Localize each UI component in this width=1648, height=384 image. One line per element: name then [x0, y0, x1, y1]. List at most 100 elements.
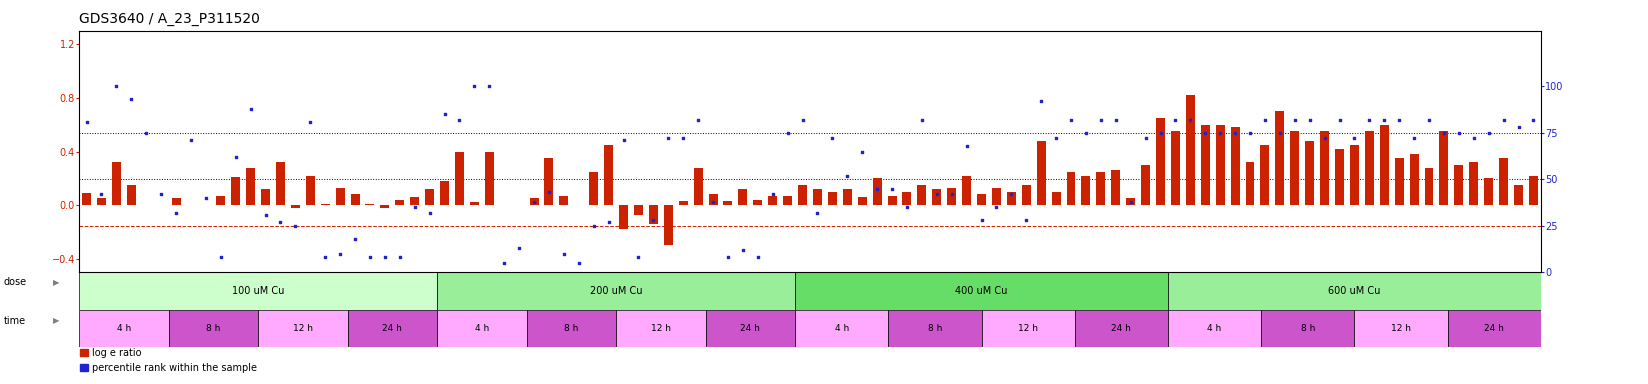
- Point: [878, 185, 905, 192]
- Point: [1103, 117, 1129, 123]
- Point: [745, 254, 771, 260]
- Point: [193, 195, 219, 201]
- Point: [1147, 130, 1173, 136]
- Bar: [410, 197, 419, 205]
- Bar: [336, 188, 344, 205]
- Point: [610, 137, 636, 143]
- Point: [1505, 124, 1531, 131]
- Point: [1341, 136, 1368, 142]
- Text: 4 h: 4 h: [117, 324, 130, 333]
- Bar: [1231, 127, 1239, 205]
- Point: [969, 217, 995, 223]
- Point: [119, 96, 145, 103]
- Point: [1028, 98, 1055, 104]
- Point: [1416, 117, 1442, 123]
- Bar: [381, 205, 389, 208]
- Bar: [1172, 131, 1180, 205]
- Point: [923, 191, 949, 197]
- Bar: [794, 310, 888, 347]
- Point: [461, 83, 488, 89]
- Point: [222, 154, 249, 160]
- Bar: [1051, 192, 1061, 205]
- Point: [432, 111, 458, 118]
- Bar: [888, 310, 982, 347]
- Point: [893, 204, 920, 210]
- Bar: [753, 200, 763, 205]
- Point: [565, 260, 592, 266]
- Text: 12 h: 12 h: [293, 324, 313, 333]
- Point: [639, 217, 666, 223]
- Point: [1043, 136, 1070, 142]
- Bar: [437, 272, 794, 310]
- Point: [1117, 199, 1144, 205]
- Bar: [679, 201, 687, 205]
- Bar: [962, 175, 971, 205]
- Text: GDS3640 / A_23_P311520: GDS3640 / A_23_P311520: [79, 12, 260, 25]
- Point: [417, 210, 443, 216]
- Bar: [1379, 125, 1389, 205]
- Point: [1267, 130, 1294, 136]
- Bar: [529, 199, 539, 205]
- Bar: [1096, 172, 1106, 205]
- Point: [133, 130, 160, 136]
- Text: time: time: [3, 316, 25, 326]
- Point: [1401, 136, 1427, 142]
- Point: [536, 189, 562, 195]
- Text: 4 h: 4 h: [1208, 324, 1221, 333]
- Bar: [97, 199, 105, 205]
- Bar: [348, 310, 437, 347]
- Text: 8 h: 8 h: [564, 324, 578, 333]
- Bar: [246, 167, 255, 205]
- Text: 400 uM Cu: 400 uM Cu: [956, 286, 1007, 296]
- Bar: [544, 158, 554, 205]
- Text: 12 h: 12 h: [1391, 324, 1411, 333]
- Bar: [982, 310, 1074, 347]
- Bar: [82, 193, 91, 205]
- Bar: [79, 310, 168, 347]
- Bar: [366, 204, 374, 205]
- Bar: [649, 205, 658, 224]
- Text: 600 uM Cu: 600 uM Cu: [1328, 286, 1381, 296]
- Point: [267, 219, 293, 225]
- Point: [834, 172, 860, 179]
- Bar: [827, 192, 837, 205]
- Text: 4 h: 4 h: [834, 324, 849, 333]
- Point: [356, 254, 382, 260]
- Point: [1252, 117, 1279, 123]
- Point: [954, 143, 981, 149]
- Point: [864, 185, 890, 192]
- Bar: [1216, 125, 1224, 205]
- Bar: [1066, 172, 1076, 205]
- Bar: [768, 196, 778, 205]
- Bar: [1500, 158, 1508, 205]
- Bar: [216, 196, 226, 205]
- Text: 4 h: 4 h: [475, 324, 489, 333]
- Point: [656, 136, 682, 142]
- Bar: [260, 189, 270, 205]
- Point: [372, 254, 399, 260]
- Bar: [794, 272, 1168, 310]
- Bar: [1455, 165, 1463, 205]
- Bar: [1261, 145, 1269, 205]
- Bar: [1140, 165, 1150, 205]
- Bar: [559, 196, 569, 205]
- Point: [74, 119, 101, 125]
- Point: [1238, 130, 1264, 136]
- Point: [447, 117, 473, 123]
- Text: 100 uM Cu: 100 uM Cu: [232, 286, 285, 296]
- Text: 24 h: 24 h: [1485, 324, 1505, 333]
- Bar: [1424, 167, 1434, 205]
- Bar: [1355, 310, 1447, 347]
- Point: [208, 254, 234, 260]
- Text: 12 h: 12 h: [651, 324, 671, 333]
- Bar: [527, 310, 616, 347]
- Bar: [455, 152, 465, 205]
- Point: [1312, 136, 1338, 142]
- Point: [1206, 130, 1233, 136]
- Point: [1297, 117, 1323, 123]
- Bar: [723, 201, 732, 205]
- Bar: [1394, 158, 1404, 205]
- Bar: [842, 189, 852, 205]
- Point: [1327, 117, 1353, 123]
- Point: [700, 199, 727, 205]
